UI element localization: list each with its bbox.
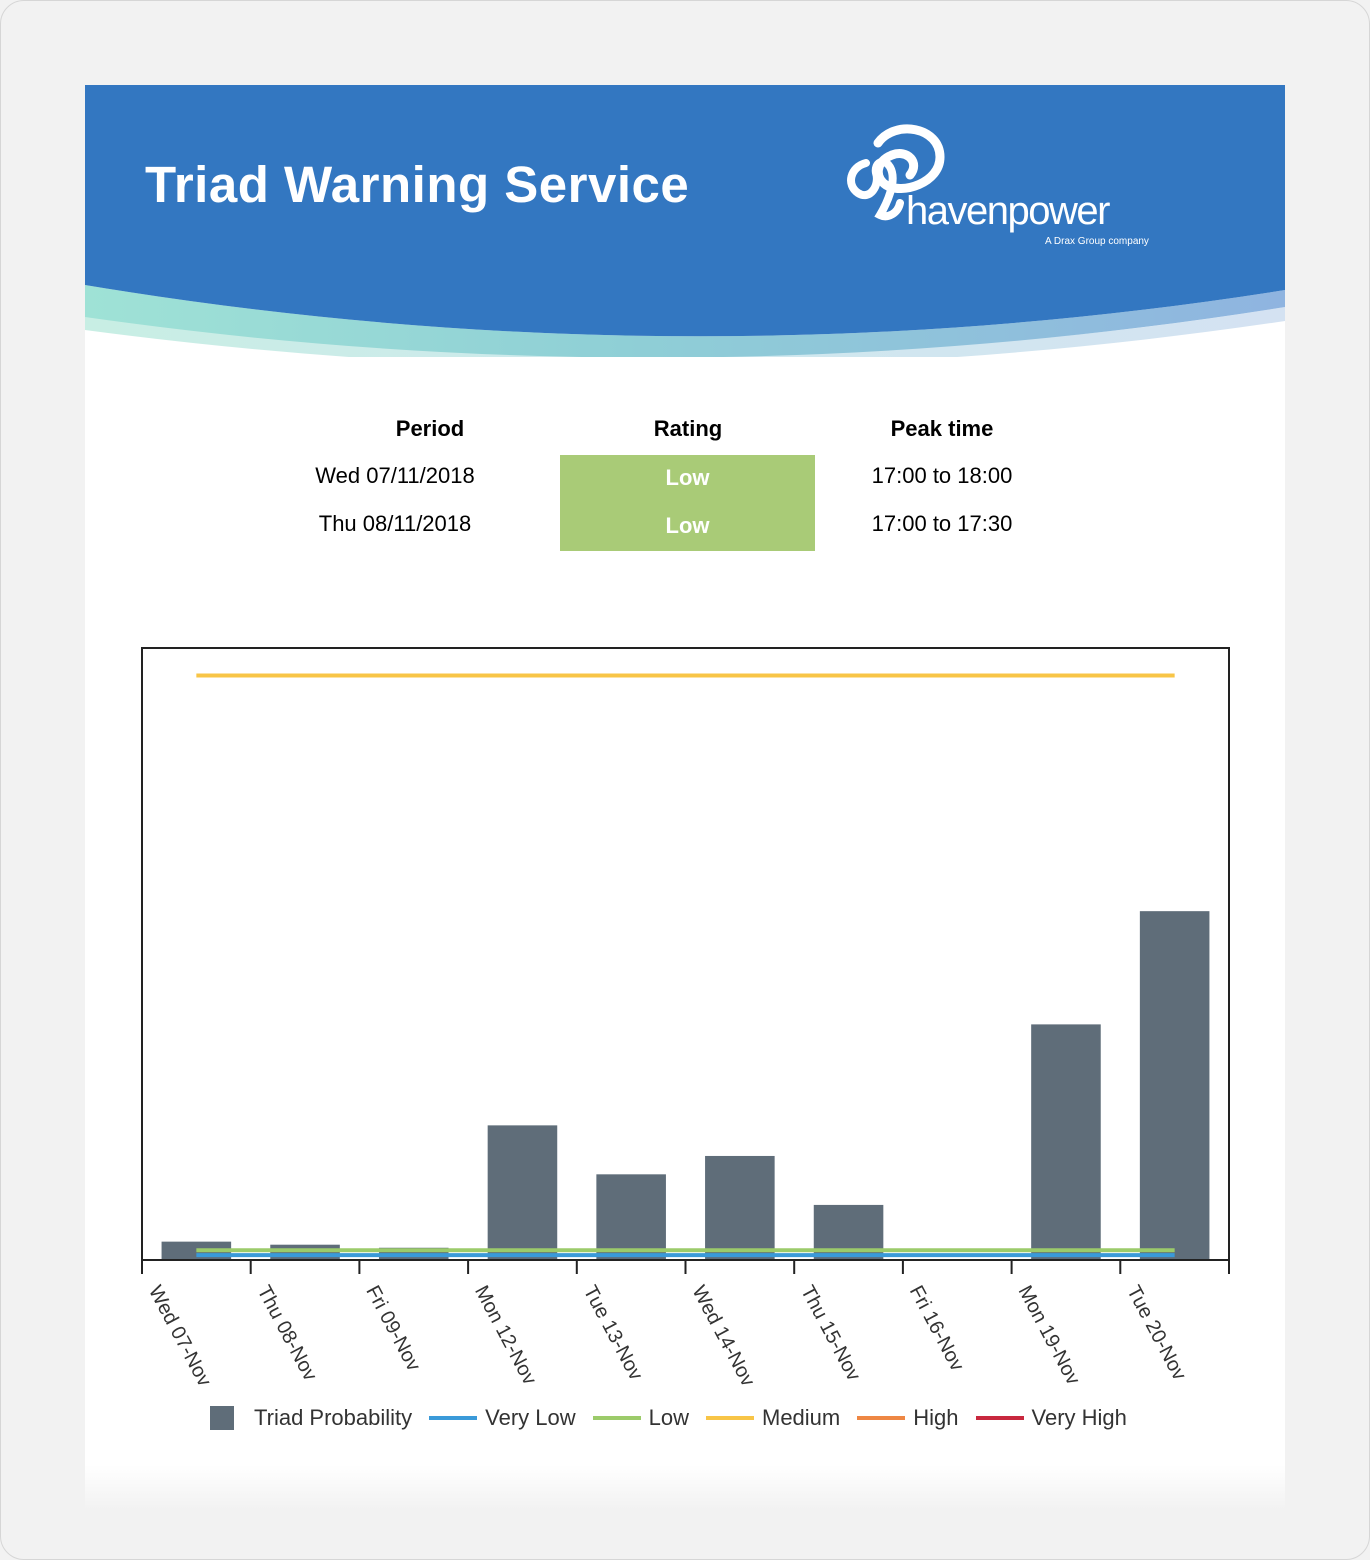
x-tick-label: Tue 13-Nov — [579, 1282, 647, 1384]
bar-10 — [1139, 911, 1210, 1260]
legend-line-swatch — [857, 1416, 906, 1420]
x-tick-label: Tue 20-Nov — [1122, 1282, 1190, 1384]
legend-item-triad-probability: Triad Probability — [210, 1405, 412, 1431]
legend-item-very-high: Very High — [975, 1405, 1127, 1431]
legend-line-swatch — [975, 1416, 1024, 1420]
row-2-peak-time: 17:00 to 17:30 — [871, 511, 1013, 536]
legend-line-swatch — [592, 1416, 641, 1420]
page-title: Triad Warning Service — [145, 156, 690, 213]
legend-label: High — [913, 1405, 959, 1430]
legend-item-low: Low — [592, 1405, 689, 1431]
bar-9 — [1031, 1024, 1101, 1260]
x-tick-label: Thu 08-Nov — [253, 1282, 321, 1385]
legend-line-swatch — [706, 1416, 754, 1420]
row-1-period: Wed 07/11/2018 — [315, 463, 475, 488]
triad-probability-chart: Wed 07-Nov Thu 08-Nov Fri 09-Nov Mon 12-Nov… — [141, 647, 1230, 1390]
bar-5 — [596, 1174, 666, 1260]
header-banner: Triad Warning Service havenpower A Drax … — [85, 85, 1285, 357]
legend-label: Very Low — [485, 1405, 576, 1430]
row-1-rating: Low — [560, 455, 815, 503]
legend-line-swatch — [429, 1416, 478, 1420]
company-logo: havenpower A Drax Group company — [840, 123, 1170, 253]
legend-label: Low — [648, 1405, 689, 1430]
row-2-period: Thu 08/11/2018 — [318, 511, 472, 536]
bar-6 — [705, 1155, 775, 1260]
header-rating: Rating — [653, 416, 723, 441]
x-tick-label: Wed 07-Nov — [144, 1282, 215, 1390]
x-tick-label: Fri 16-Nov — [905, 1282, 968, 1375]
legend-item-high: High — [857, 1405, 959, 1431]
header-background — [85, 85, 1285, 357]
legend-item-medium: Medium — [706, 1405, 840, 1431]
bar-4 — [487, 1125, 558, 1260]
legend-label: Medium — [762, 1405, 841, 1430]
x-tick-label: Wed 14-Nov — [687, 1282, 758, 1390]
card-bottom-fade — [85, 1465, 1285, 1510]
logo-tagline: A Drax Group company — [1045, 236, 1149, 247]
chart-legend: Triad Probability Very Low Low Medium High Ve… — [210, 1405, 1144, 1431]
logo-wordmark: havenpower — [906, 189, 1110, 233]
legend-item-very-low: Very Low — [429, 1405, 576, 1431]
header-peak-time: Peak time — [890, 416, 994, 441]
header-period: Period — [395, 416, 465, 441]
row-1-peak-time: 17:00 to 18:00 — [871, 463, 1013, 488]
row-2-rating: Low — [560, 503, 815, 551]
report-card: Triad Warning Service havenpower A Drax … — [85, 85, 1285, 1510]
x-tick-label: Thu 15-Nov — [796, 1282, 864, 1385]
legend-label: Triad Probability — [254, 1405, 413, 1430]
logo-swirl-icon — [847, 124, 945, 221]
x-tick-label: Mon 12-Nov — [470, 1282, 541, 1389]
x-tick-label: Fri 09-Nov — [361, 1282, 424, 1375]
legend-label: Very High — [1031, 1405, 1127, 1430]
x-tick-label: Mon 19-Nov — [1014, 1282, 1085, 1389]
bar-2 — [270, 1244, 340, 1260]
legend-bar-swatch — [210, 1406, 234, 1430]
